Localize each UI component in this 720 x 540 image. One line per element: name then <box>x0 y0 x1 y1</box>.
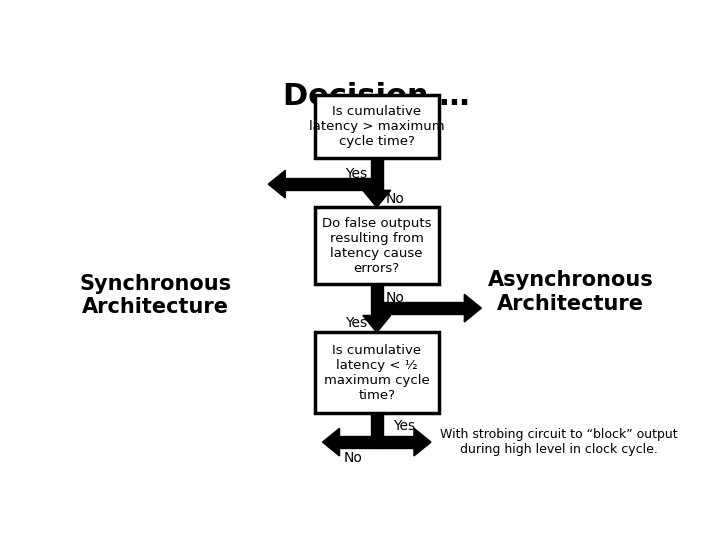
Polygon shape <box>363 315 391 333</box>
Polygon shape <box>414 428 431 456</box>
Polygon shape <box>464 294 482 322</box>
Polygon shape <box>323 428 340 456</box>
Polygon shape <box>363 190 391 207</box>
Bar <box>371 284 383 308</box>
Text: Synchronous
Architecture: Synchronous Architecture <box>80 274 232 318</box>
Bar <box>371 308 383 315</box>
FancyBboxPatch shape <box>315 207 438 284</box>
Text: Yes: Yes <box>346 167 367 181</box>
Bar <box>371 413 383 442</box>
Text: Asynchronous
Architecture: Asynchronous Architecture <box>487 271 653 314</box>
Bar <box>371 184 383 190</box>
Text: Yes: Yes <box>393 419 415 433</box>
Text: No: No <box>386 291 405 305</box>
Text: No: No <box>344 451 363 465</box>
Bar <box>377 436 414 448</box>
Text: Is cumulative
latency < ½
maximum cycle
time?: Is cumulative latency < ½ maximum cycle … <box>324 344 430 402</box>
Text: Do false outputs
resulting from
latency cause
errors?: Do false outputs resulting from latency … <box>322 217 431 275</box>
Text: No: No <box>386 192 405 206</box>
Bar <box>285 178 377 190</box>
Text: Is cumulative
latency > maximum
cycle time?: Is cumulative latency > maximum cycle ti… <box>309 105 444 148</box>
Bar <box>340 436 377 448</box>
Bar <box>377 302 464 314</box>
FancyBboxPatch shape <box>315 95 438 158</box>
Text: Yes: Yes <box>346 316 367 330</box>
Polygon shape <box>269 170 285 198</box>
Text: With strobing circuit to “block” output
during high level in clock cycle.: With strobing circuit to “block” output … <box>441 428 678 456</box>
Text: Decision …: Decision … <box>284 82 470 111</box>
FancyBboxPatch shape <box>315 333 438 413</box>
Bar <box>371 158 383 184</box>
